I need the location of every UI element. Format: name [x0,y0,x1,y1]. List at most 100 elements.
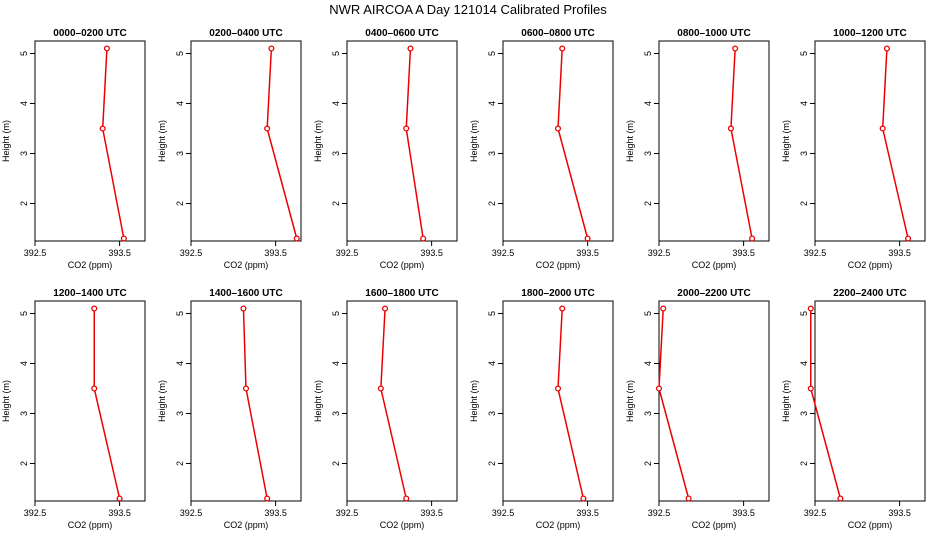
x-axis-label: CO2 (ppm) [536,520,581,530]
data-point [879,125,886,132]
data-point [807,385,814,392]
y-tick-label: 5 [175,311,185,316]
panel-title: 1000–1200 UTC [833,28,906,39]
series-line [93,308,121,499]
y-tick-label: 2 [487,461,497,466]
y-tick-label: 2 [19,201,29,206]
profile-panel: 1600–1800 UTC 392.5 393.5 2 3 4 5 CO2 (ppm) Heig… [313,288,458,530]
x-tick-label: 392.5 [24,508,47,518]
panel-title: 1200–1400 UTC [53,288,126,299]
plot-frame [502,40,614,242]
panel-title: 0600–0800 UTC [521,28,594,39]
data-point [120,235,127,242]
data-point [660,305,667,312]
x-tick-label: 393.5 [888,248,911,258]
y-tick-label: 5 [175,51,185,56]
x-tick-label: 393.5 [888,508,911,518]
page-title: NWR AIRCOA A Day 121014 Calibrated Profi… [329,2,607,17]
y-tick-label: 4 [487,361,497,366]
series-line [730,48,753,239]
y-tick-label: 4 [331,101,341,106]
x-tick-label: 392.5 [336,508,359,518]
x-tick-label: 393.5 [420,508,443,518]
data-point [554,385,562,392]
y-tick-label: 2 [175,461,185,466]
series-line [881,48,909,239]
y-tick-label: 3 [331,411,341,416]
y-tick-label: 3 [799,151,809,156]
y-tick-label: 5 [799,311,809,316]
data-point [685,495,692,502]
panel-title: 1400–1600 UTC [209,288,282,299]
y-axis-label: Height (m) [1,120,11,162]
panel-title: 2000–2200 UTC [677,288,750,299]
series-line [658,308,690,499]
series-line [405,48,424,239]
data-point [807,305,814,312]
y-tick-label: 4 [331,361,341,366]
data-point [264,125,271,132]
panel-title: 0800–1000 UTC [677,28,750,39]
y-tick-label: 3 [19,411,29,416]
profile-panel: 1200–1400 UTC 392.5 393.5 2 3 4 5 CO2 (ppm) Heig… [1,288,146,530]
y-tick-label: 2 [331,201,341,206]
series-line [242,308,268,499]
y-tick-label: 5 [487,311,497,316]
y-tick-label: 2 [487,201,497,206]
data-point [242,385,250,392]
profile-panel: 0600–0800 UTC 392.5 393.5 2 3 4 5 CO2 (ppm) Heig… [469,28,614,270]
data-point [116,495,123,502]
panel-title: 1600–1800 UTC [365,288,438,299]
y-tick-label: 5 [799,51,809,56]
profile-panel: 0200–0400 UTC 392.5 393.5 2 3 4 5 CO2 (ppm) Heig… [157,28,302,270]
x-axis-label: CO2 (ppm) [68,260,113,270]
y-tick-label: 4 [799,101,809,106]
x-axis-label: CO2 (ppm) [380,260,425,270]
y-axis-label: Height (m) [157,120,167,162]
y-tick-label: 4 [175,361,185,366]
x-tick-label: 392.5 [180,508,203,518]
y-tick-label: 5 [487,51,497,56]
y-tick-label: 3 [487,151,497,156]
x-tick-label: 393.5 [576,248,599,258]
data-point [559,305,566,312]
y-tick-label: 5 [643,51,653,56]
data-point [883,45,890,52]
y-tick-label: 4 [799,361,809,366]
y-tick-label: 4 [19,101,29,106]
plot-frame [658,40,770,242]
y-axis-label: Height (m) [313,380,323,422]
data-point [837,495,844,502]
y-tick-label: 4 [643,361,653,366]
x-tick-label: 392.5 [492,248,515,258]
data-point [420,235,427,242]
x-tick-label: 392.5 [648,248,671,258]
data-point [403,495,410,502]
y-tick-label: 3 [643,411,653,416]
x-axis-label: CO2 (ppm) [68,520,113,530]
y-axis-label: Height (m) [469,380,479,422]
panel-title: 0400–0600 UTC [365,28,438,39]
plot-frame [346,300,458,502]
x-tick-label: 392.5 [24,248,47,258]
y-tick-label: 5 [643,311,653,316]
x-tick-label: 392.5 [804,508,827,518]
y-axis-label: Height (m) [157,380,167,422]
y-tick-label: 2 [643,461,653,466]
x-axis-label: CO2 (ppm) [536,260,581,270]
profile-panel: 0800–1000 UTC 392.5 393.5 2 3 4 5 CO2 (ppm) Heig… [625,28,770,270]
data-point [99,125,106,132]
y-tick-label: 5 [331,51,341,56]
series-line [557,48,589,239]
profile-panel: 1000–1200 UTC 392.5 393.5 2 3 4 5 CO2 (ppm) Heig… [781,28,926,270]
x-axis-label: CO2 (ppm) [692,520,737,530]
series-line [557,308,585,499]
x-tick-label: 393.5 [732,248,755,258]
y-axis-label: Height (m) [625,120,635,162]
x-axis-label: CO2 (ppm) [848,520,893,530]
profile-panel: 1400–1600 UTC 392.5 393.5 2 3 4 5 CO2 (ppm) Heig… [157,288,302,530]
x-tick-label: 392.5 [180,248,203,258]
y-tick-label: 3 [175,151,185,156]
data-point [382,305,389,312]
